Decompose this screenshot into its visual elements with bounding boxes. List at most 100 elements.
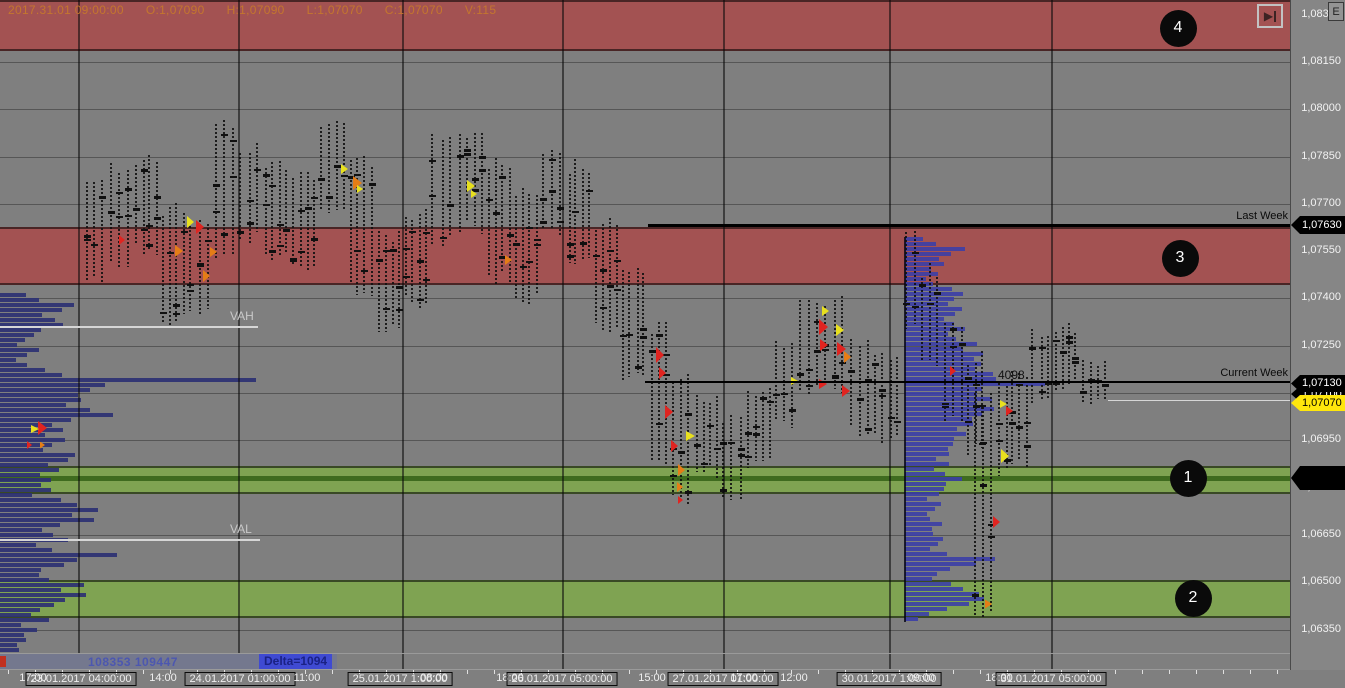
price-bar [981,351,984,449]
bar-poc-tick [539,198,547,201]
time-axis-date-label: 24.01.2017 01:00:00 [184,672,296,686]
volume-profile-row-current [905,587,963,592]
day-separator-line [1051,0,1053,670]
bar-poc-tick [1079,391,1087,394]
volume-profile-row-left [0,648,19,653]
bar-poc-tick [506,234,514,237]
bar-poc-tick [402,275,410,279]
bar-poc-tick [1072,361,1080,364]
volume-profile-row-left [0,543,36,548]
volume-profile-row-left [0,418,71,423]
volume-profile-row-current [905,427,958,432]
volume-profile-row-current [905,247,965,252]
skip-to-end-button[interactable]: ▶ [1257,4,1283,28]
expand-button[interactable]: E [1328,2,1344,21]
time-axis-tick [1196,670,1197,674]
price-bar [363,156,366,294]
bar-poc-tick [90,243,98,247]
hot-cluster-red [38,421,47,435]
volume-profile-row-current [905,447,948,452]
bar-poc-tick [369,183,377,186]
volume-profile-row-current [905,287,953,292]
zone-3 [0,227,1290,285]
price-bar [299,171,302,268]
price-axis[interactable]: 1,08300 1,08150 1,08000 1,07850 1,07700 1,075… [1290,0,1345,670]
bar-poc-tick [1038,390,1046,394]
band-highlight [0,654,337,669]
price-bar [458,134,461,232]
bar-poc-tick [333,165,341,168]
bar-poc-tick [879,394,887,398]
bar-poc-tick [640,328,648,331]
time-axis-date-label: 25.01.2017 1:00:00 [347,672,453,686]
annotation-badge-4[interactable]: 4 [1159,9,1197,47]
volume-profile-row-current [905,397,992,402]
volume-profile-row-left [0,448,44,453]
volume-profile-row-current [905,317,944,322]
bar-poc-tick [447,204,455,207]
annotation-badge-2[interactable]: 2 [1174,579,1212,617]
time-axis-label: 14:00 [149,672,177,684]
bar-poc-tick [822,348,830,352]
price-bar [404,217,407,295]
volume-profile-row-left [0,298,40,303]
bar-poc-tick [980,441,988,445]
bar-poc-tick [864,428,872,431]
price-bar [1104,360,1107,400]
bar-poc-tick [864,379,872,382]
price-bar [650,334,653,460]
bar-poc-tick [283,229,291,232]
time-axis-label: 09:00 [907,672,935,684]
volume-profile-row-current [905,602,970,607]
bar-poc-tick [987,523,995,527]
volume-profile-row-current [905,562,976,567]
volume-profile-row-left [0,493,33,498]
volume-profile-row-current [905,252,951,257]
volume-profile-row-left [0,533,53,538]
bar-poc-tick [341,174,349,178]
volume-profile-row-left [0,478,51,483]
bar-poc-tick [525,226,533,230]
price-bar [974,392,977,615]
time-axis[interactable]: 17:00 23.01.2017 04:00:00 14:00 24.01.2017 … [0,670,1345,688]
volume-profile-row-left [0,508,99,513]
volume-profile-row-current [905,342,977,347]
volume-profile-row-current [905,567,950,572]
price-bar [292,177,295,266]
bar-poc-tick [326,196,334,199]
bar-poc-tick [99,196,107,199]
time-axis-tick [980,670,981,674]
bar-poc-tick [572,210,580,214]
price-bar [858,345,861,437]
annotation-badge-3[interactable]: 3 [1161,239,1199,277]
bar-poc-tick [996,439,1004,443]
bar-poc-tick [263,174,271,177]
volume-profile-row-current [905,502,942,507]
volume-profile-row-current [905,372,994,377]
price-bar [672,382,675,495]
volume-profile-row-left [0,353,28,358]
price-bar [881,353,884,445]
price-bar [248,152,251,243]
price-bar [695,394,698,472]
volume-profile-row-left [0,483,41,488]
volume-profile-row-left [0,333,34,338]
bar-poc-tick [263,203,271,207]
annotation-badge-1[interactable]: 1 [1169,459,1207,497]
bar-poc-tick [463,153,471,156]
bar-poc-tick [879,389,887,392]
price-bar [961,326,964,423]
hot-cluster-yellow [467,180,475,192]
bar-poc-tick [145,244,153,247]
bar-poc-tick [919,284,927,287]
price-bar [182,213,185,315]
bar-poc-tick [246,222,254,225]
band-red-mark [0,656,6,667]
hot-cluster-red [842,385,850,397]
chart-surface[interactable]: VAH VAL Last Week Current Week 4098 4 3 1 2… [0,0,1290,670]
price-axis-label: 1,06950 [1301,433,1341,445]
price-bar [328,123,331,214]
price-bar [1005,385,1008,469]
end-bar-icon [1274,10,1277,22]
bar-poc-tick [780,392,788,395]
